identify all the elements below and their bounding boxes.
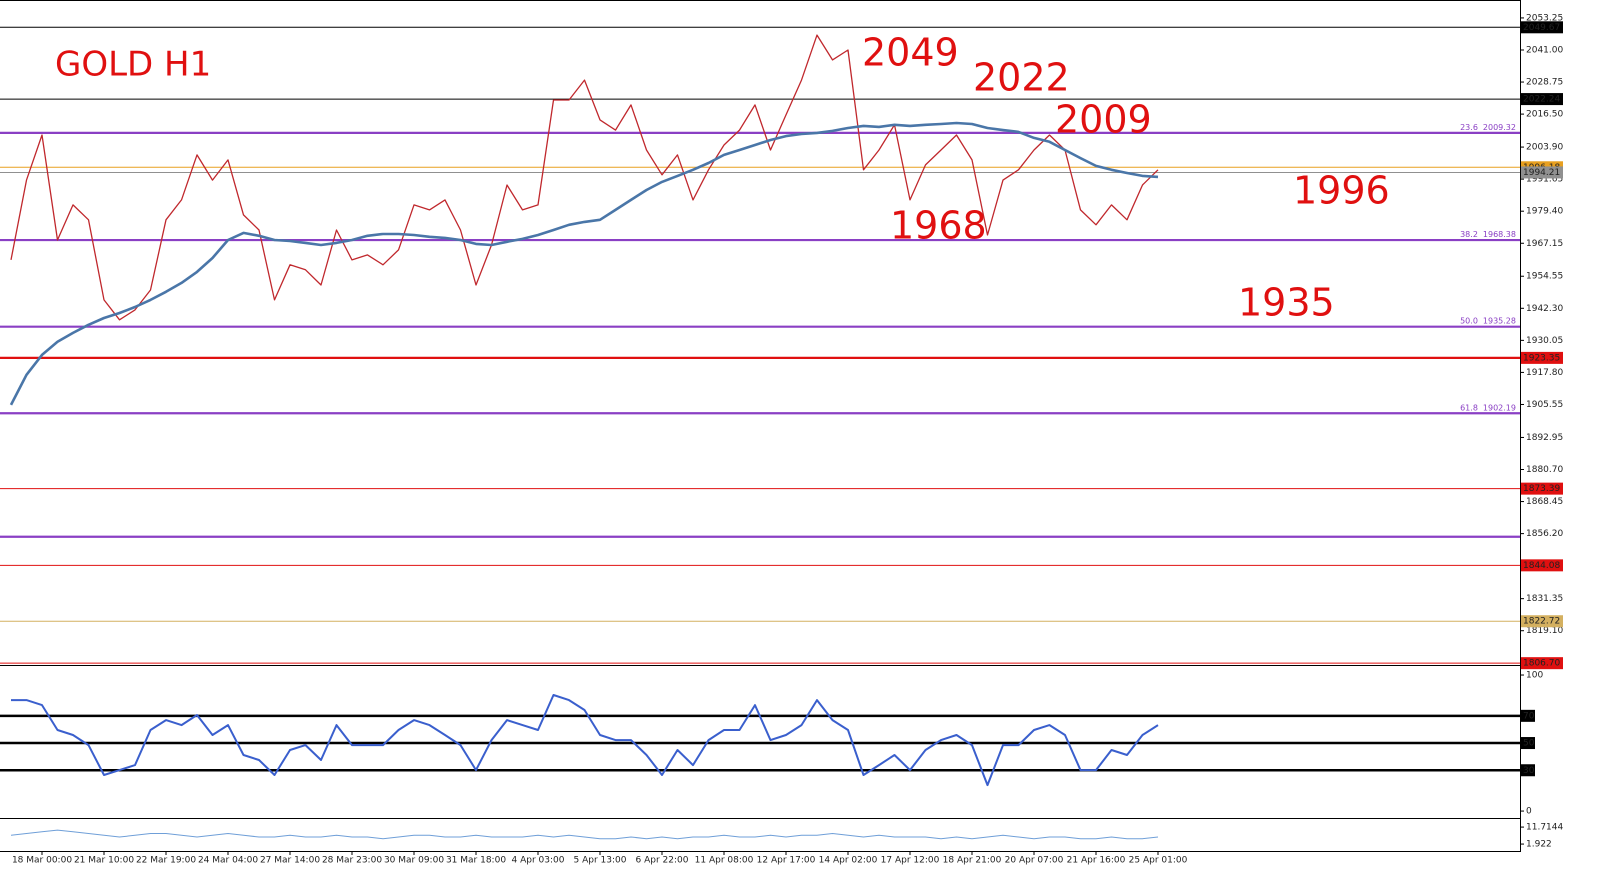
fib-price: 1968.38 <box>1483 230 1516 239</box>
y-tick-label: 2003.90 <box>1526 143 1563 153</box>
y-tick-label: 11.7144 <box>1526 823 1563 833</box>
level-tag <box>1521 709 1535 722</box>
y-tick-label: 2041.00 <box>1526 45 1563 55</box>
y-tick-label: 1819.10 <box>1526 626 1563 636</box>
series-line <box>10 829 1159 840</box>
fib-price: 1902.19 <box>1483 403 1516 412</box>
fib-label: 23.6 2009.32 <box>1460 122 1516 131</box>
level-tag-label: 1873.39 <box>1523 484 1560 494</box>
x-tick-label: 14 Apr 02:00 <box>819 856 878 866</box>
level-tag-label: 1923.35 <box>1523 353 1560 363</box>
x-tick-label: 25 Apr 01:00 <box>1129 856 1188 866</box>
fib-price: 2009.32 <box>1483 122 1516 131</box>
level-tag <box>1521 166 1563 179</box>
level-tag <box>1521 21 1563 34</box>
y-tick-label: 1991.65 <box>1526 175 1563 185</box>
y-tick-label: 100 <box>1526 671 1543 681</box>
fib-label: 38.2 1968.38 <box>1460 230 1516 239</box>
x-tick-label: 18 Mar 00:00 <box>12 856 72 866</box>
level-tag-label: 1844.08 <box>1523 561 1560 571</box>
fib-ratio: 50.0 <box>1460 316 1478 325</box>
level-tag <box>1521 737 1535 750</box>
x-tick-label: 28 Mar 23:00 <box>322 856 382 866</box>
level-tag-label: 50 <box>1523 739 1535 749</box>
x-tick-label: 17 Apr 12:00 <box>881 856 940 866</box>
annotation: 2009 <box>1055 98 1152 142</box>
fib-price: 1935.28 <box>1483 316 1516 325</box>
x-tick-label: 18 Apr 21:00 <box>943 856 1002 866</box>
series-line <box>11 694 1159 787</box>
y-tick-label: 1917.80 <box>1526 368 1563 378</box>
fib-ratio: 61.8 <box>1460 403 1478 412</box>
x-tick-label: 20 Apr 07:00 <box>1005 856 1064 866</box>
annotation: 2022 <box>973 56 1070 100</box>
x-tick-label: 31 Mar 18:00 <box>446 856 506 866</box>
level-tag <box>1521 764 1535 777</box>
x-tick-label: 11 Apr 08:00 <box>695 856 754 866</box>
level-tag-label: 1994.21 <box>1523 168 1560 178</box>
y-tick-label: 1905.55 <box>1526 400 1563 410</box>
annotation: 2049 <box>862 31 959 75</box>
x-tick-label: 4 Apr 03:00 <box>512 856 565 866</box>
y-tick-label: 1942.30 <box>1526 304 1563 314</box>
x-tick-label: 5 Apr 13:00 <box>574 856 627 866</box>
y-tick-label: 1892.95 <box>1526 433 1563 443</box>
x-tick-label: 24 Mar 04:00 <box>198 856 258 866</box>
series-line <box>9 121 1159 406</box>
level-tag <box>1521 482 1563 495</box>
x-tick-label: 21 Mar 10:00 <box>74 856 134 866</box>
level-tag <box>1521 615 1563 628</box>
y-tick-label: 1880.70 <box>1526 465 1563 475</box>
fib-ratio: 23.6 <box>1460 122 1478 131</box>
x-tick-label: 21 Apr 16:00 <box>1067 856 1126 866</box>
annotation: 1996 <box>1293 169 1390 213</box>
annotation: 1935 <box>1238 281 1335 325</box>
x-tick-label: 22 Mar 19:00 <box>136 856 196 866</box>
level-tag-label: 1806.70 <box>1523 659 1560 669</box>
level-tag-label: 2022.24 <box>1523 95 1560 105</box>
fib-ratio: 38.2 <box>1460 230 1478 239</box>
level-tag-label: 2049.67 <box>1523 23 1560 33</box>
x-tick-label: 27 Mar 14:00 <box>260 856 320 866</box>
y-tick-label: 1930.05 <box>1526 336 1563 346</box>
fib-label: 61.8 1902.19 <box>1460 403 1516 412</box>
series-line <box>10 34 1159 321</box>
y-tick-label: 0 <box>1526 807 1532 817</box>
x-tick-label: 30 Mar 09:00 <box>384 856 444 866</box>
y-tick-label: 1954.55 <box>1526 272 1563 282</box>
level-tag-label: 1822.72 <box>1523 617 1560 627</box>
annotation: 1968 <box>890 204 987 248</box>
level-tag-label: 70 <box>1523 711 1535 721</box>
y-tick-label: 1831.35 <box>1526 594 1563 604</box>
level-tag <box>1521 351 1563 364</box>
level-tag-label: 30 <box>1523 766 1535 776</box>
y-tick-label: 1868.45 <box>1526 497 1563 507</box>
y-tick-label: 1979.40 <box>1526 207 1563 217</box>
y-tick-label: 2053.25 <box>1526 13 1563 23</box>
y-tick-label: 2016.50 <box>1526 110 1563 120</box>
y-tick-label: 2028.75 <box>1526 78 1563 88</box>
y-tick-label: 1967.15 <box>1526 239 1563 249</box>
level-tag <box>1521 93 1563 106</box>
level-tag <box>1521 559 1563 572</box>
y-tick-label: 1.922 <box>1526 840 1552 850</box>
y-tick-label: 1856.20 <box>1526 529 1563 539</box>
chart-title: GOLD H1 <box>55 45 211 85</box>
level-tag <box>1521 657 1563 670</box>
x-tick-label: 6 Apr 22:00 <box>636 856 689 866</box>
x-tick-label: 12 Apr 17:00 <box>757 856 816 866</box>
fib-label: 50.0 1935.28 <box>1460 316 1516 325</box>
